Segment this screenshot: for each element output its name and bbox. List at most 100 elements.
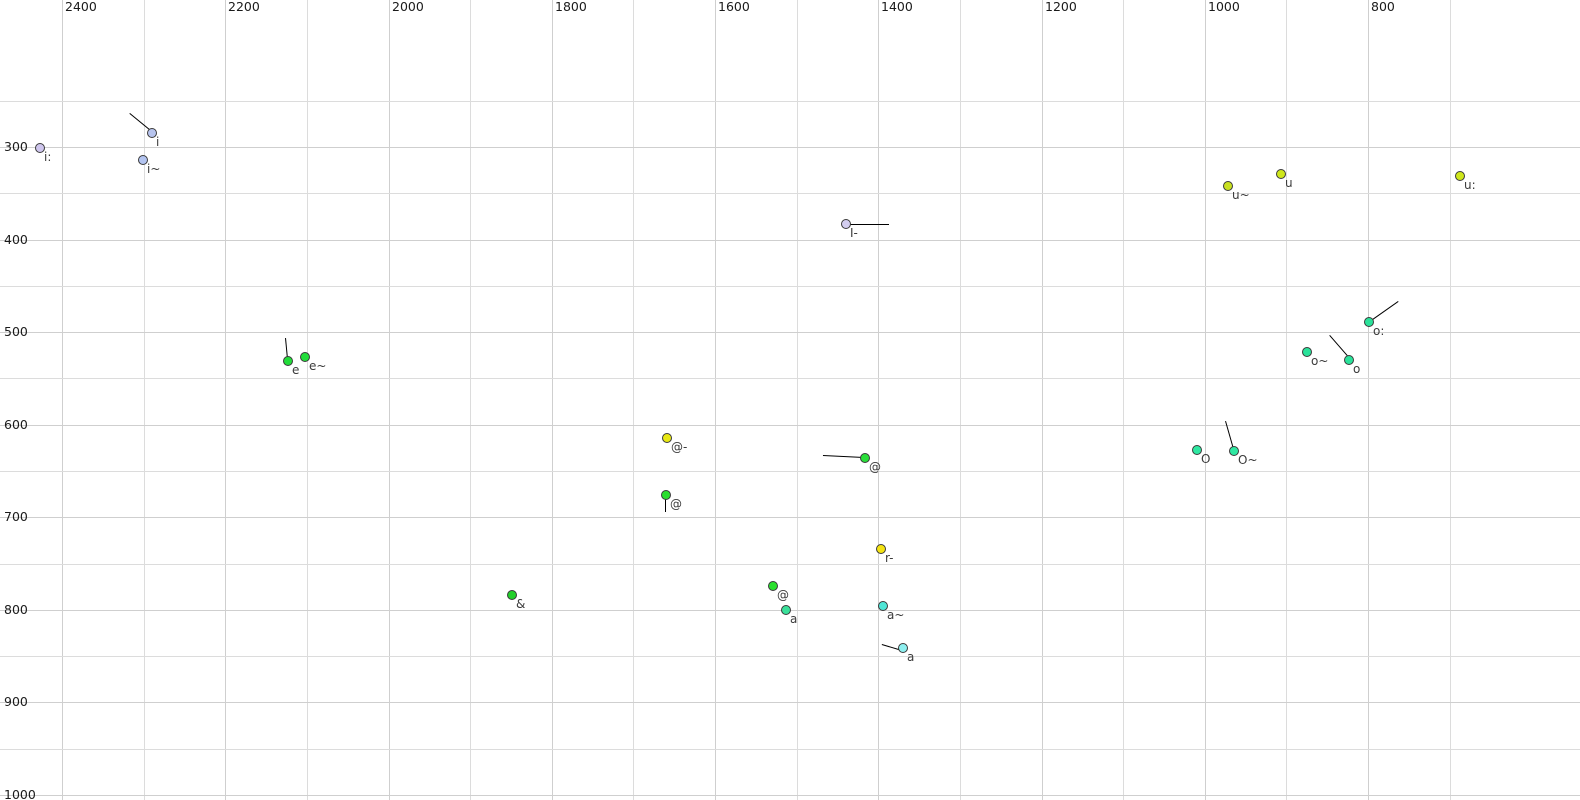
x-gridline-major bbox=[62, 0, 63, 800]
data-point[interactable] bbox=[898, 643, 908, 653]
data-point[interactable] bbox=[662, 433, 672, 443]
data-point[interactable] bbox=[661, 490, 671, 500]
y-gridline-minor bbox=[0, 286, 1580, 287]
x-gridline-major bbox=[225, 0, 226, 800]
data-point[interactable] bbox=[1223, 181, 1233, 191]
data-point[interactable] bbox=[1302, 347, 1312, 357]
data-point-label: a bbox=[790, 612, 798, 626]
data-point[interactable] bbox=[841, 219, 851, 229]
y-gridline-major bbox=[0, 332, 1580, 333]
data-point[interactable] bbox=[35, 143, 45, 153]
data-point[interactable] bbox=[1276, 169, 1286, 179]
I-whisker bbox=[849, 224, 889, 225]
x-gridline-minor bbox=[1123, 0, 1124, 800]
data-point-label: I- bbox=[850, 226, 858, 240]
data-point[interactable] bbox=[300, 352, 310, 362]
data-point-label: i bbox=[156, 135, 160, 149]
data-point-label: u bbox=[1285, 176, 1293, 190]
data-point-label: @ bbox=[869, 460, 881, 474]
data-point-label: a bbox=[907, 650, 915, 664]
data-point-label: r- bbox=[885, 551, 894, 565]
y-gridline-major bbox=[0, 425, 1580, 426]
y-gridline-major bbox=[0, 147, 1580, 148]
y-gridline-minor bbox=[0, 564, 1580, 565]
y-gridline-minor bbox=[0, 378, 1580, 379]
data-point-label: i~ bbox=[147, 162, 161, 176]
x-tick-label: 1600 bbox=[718, 0, 750, 14]
y-tick-label: 1000 bbox=[4, 787, 36, 800]
y-tick-label: 400 bbox=[4, 232, 28, 247]
x-gridline-major bbox=[878, 0, 879, 800]
data-point-label: i: bbox=[44, 150, 52, 164]
y-gridline-major bbox=[0, 795, 1580, 796]
x-gridline-minor bbox=[144, 0, 145, 800]
data-point[interactable] bbox=[781, 605, 791, 615]
data-point[interactable] bbox=[138, 155, 148, 165]
data-point-label: O~ bbox=[1238, 453, 1258, 467]
x-gridline-minor bbox=[797, 0, 798, 800]
y-gridline-major bbox=[0, 517, 1580, 518]
x-tick-label: 1000 bbox=[1208, 0, 1240, 14]
data-point-label: O bbox=[1201, 452, 1211, 466]
data-point[interactable] bbox=[1192, 445, 1202, 455]
x-gridline-minor bbox=[1450, 0, 1451, 800]
x-tick-label: 1400 bbox=[881, 0, 913, 14]
x-tick-label: 2200 bbox=[228, 0, 260, 14]
data-point-label: o: bbox=[1373, 324, 1385, 338]
data-point-label: o bbox=[1353, 362, 1361, 376]
y-tick-label: 500 bbox=[4, 324, 28, 339]
data-point[interactable] bbox=[860, 453, 870, 463]
data-point[interactable] bbox=[1229, 446, 1239, 456]
y-gridline-minor bbox=[0, 193, 1580, 194]
x-gridline-major bbox=[1042, 0, 1043, 800]
x-gridline-major bbox=[1205, 0, 1206, 800]
y-gridline-minor bbox=[0, 471, 1580, 472]
data-point-label: e bbox=[292, 363, 300, 377]
data-point-label: @ bbox=[670, 497, 682, 511]
data-point[interactable] bbox=[768, 581, 778, 591]
@-whisker bbox=[822, 455, 864, 458]
x-gridline-major bbox=[389, 0, 390, 800]
y-tick-label: 300 bbox=[4, 139, 28, 154]
x-tick-label: 2400 bbox=[65, 0, 97, 14]
x-gridline-minor bbox=[307, 0, 308, 800]
data-point-label: e~ bbox=[309, 359, 327, 373]
x-tick-label: 800 bbox=[1371, 0, 1395, 14]
y-tick-label: 800 bbox=[4, 602, 28, 617]
x-gridline-minor bbox=[960, 0, 961, 800]
x-tick-label: 1200 bbox=[1045, 0, 1077, 14]
x-gridline-minor bbox=[470, 0, 471, 800]
o:-whisker bbox=[1371, 301, 1399, 321]
x-gridline-major bbox=[552, 0, 553, 800]
x-gridline-major bbox=[1368, 0, 1369, 800]
data-point[interactable] bbox=[876, 544, 886, 554]
data-point-label: a~ bbox=[887, 608, 905, 622]
x-gridline-minor bbox=[1286, 0, 1287, 800]
data-point-label: u~ bbox=[1232, 188, 1250, 202]
y-tick-label: 600 bbox=[4, 417, 28, 432]
data-point[interactable] bbox=[1455, 171, 1465, 181]
x-tick-label: 1800 bbox=[555, 0, 587, 14]
y-gridline-minor bbox=[0, 749, 1580, 750]
data-point[interactable] bbox=[147, 128, 157, 138]
data-point-label: @ bbox=[777, 588, 789, 602]
data-point-label: @- bbox=[671, 440, 688, 454]
y-tick-label: 700 bbox=[4, 509, 28, 524]
data-point[interactable] bbox=[507, 590, 517, 600]
data-point[interactable] bbox=[1364, 317, 1374, 327]
x-gridline-major bbox=[715, 0, 716, 800]
data-point-label: & bbox=[516, 597, 526, 611]
data-point-label: o~ bbox=[1311, 354, 1329, 368]
data-point-label: u: bbox=[1464, 178, 1476, 192]
data-point[interactable] bbox=[878, 601, 888, 611]
x-tick-label: 2000 bbox=[392, 0, 424, 14]
data-point[interactable] bbox=[1344, 355, 1354, 365]
x-gridline-minor bbox=[633, 0, 634, 800]
y-gridline-minor bbox=[0, 101, 1580, 102]
y-gridline-major bbox=[0, 240, 1580, 241]
data-point[interactable] bbox=[283, 356, 293, 366]
y-gridline-minor bbox=[0, 656, 1580, 657]
y-gridline-major bbox=[0, 702, 1580, 703]
y-tick-label: 900 bbox=[4, 694, 28, 709]
